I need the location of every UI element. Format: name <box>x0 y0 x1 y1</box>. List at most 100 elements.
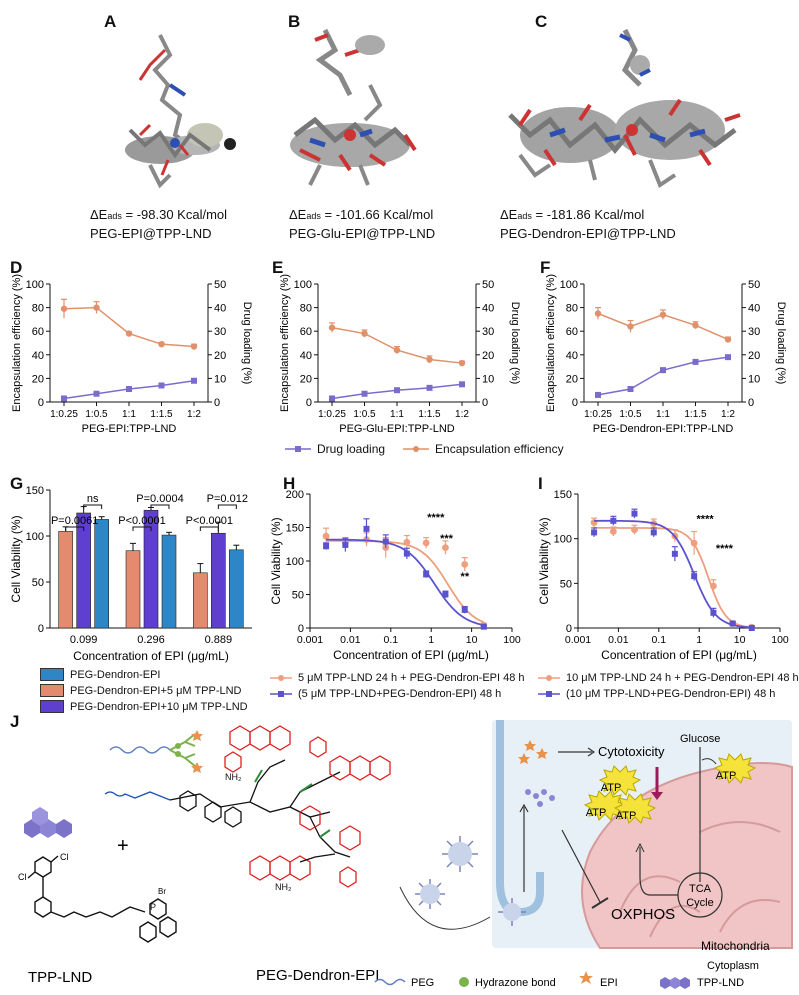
cytoplasm-label: Cytoplasm <box>707 960 759 972</box>
series-line <box>331 326 463 364</box>
energy-label-c: ΔEads = -181.86 Kcal/mol PEG-Dendron-EPI… <box>500 206 676 243</box>
nanoparticle-icon <box>442 836 478 872</box>
data-point <box>591 529 598 536</box>
y-tick-label: 0 <box>306 397 312 409</box>
h-legend-label: 5 μM TPP-LND 24 h + PEG-Dendron-EPI 48 h <box>298 672 525 684</box>
x-tick-label: 1:0.5 <box>353 409 376 420</box>
data-point <box>442 591 449 598</box>
atp-label: ATP <box>586 807 607 819</box>
compound-name: PEG-Dendron-EPI@TPP-LND <box>500 226 676 241</box>
data-point <box>158 382 165 389</box>
peg-dendron-epi-structure <box>104 725 391 888</box>
legend-peg: PEG <box>411 977 434 989</box>
i-legend-icon-2 <box>538 691 560 697</box>
data-point <box>93 390 100 397</box>
x-tick-label: 1:1.5 <box>684 409 707 420</box>
data-point <box>627 386 634 393</box>
fit-curve <box>326 538 484 626</box>
fit-curve <box>594 519 752 629</box>
oxphos-label: OXPHOS <box>611 906 675 923</box>
tca-label: TCA <box>689 883 712 895</box>
data-point <box>361 390 368 397</box>
y-tick-label: 0 <box>572 397 578 409</box>
peg-dendron-icon <box>109 730 203 773</box>
data-point <box>126 386 132 393</box>
cytotoxicity-label: Cytotoxicity <box>598 744 665 759</box>
energy-value: = -98.30 Kcal/mol <box>121 207 228 222</box>
nh2-label: NH₂ <box>225 772 242 782</box>
chart-d: 0 20 40 60 80 100 0 10 20 30 40 50 1:0.25 1:0.5 1:1 1:1… <box>11 274 253 435</box>
data-point <box>190 343 198 350</box>
y2-tick-label: 50 <box>482 279 494 291</box>
y2-tick-label: 40 <box>482 303 494 315</box>
nanoparticle-icon <box>498 898 526 926</box>
data-point <box>631 526 638 534</box>
x-tick-label: 0.099 <box>70 634 98 646</box>
y2-axis-label: Drug loading (%) <box>241 302 253 385</box>
i-legend-item: 10 μM TPP-LND 24 h + PEG-Dendron-EPI 48 … <box>538 672 799 684</box>
energy-label-b: ΔEads = -101.66 Kcal/mol PEG-Glu-EPI@TPP… <box>289 206 435 243</box>
x-tick-label: 0.001 <box>565 634 591 646</box>
x-tick-label: 1:2 <box>187 409 201 420</box>
x-tick-label: 1:2 <box>721 409 735 420</box>
x-tick-label: 1:1.5 <box>150 409 173 420</box>
uptake-arrow <box>399 886 491 930</box>
data-point <box>403 538 411 546</box>
y2-axis-label: Drug loading (%) <box>775 302 787 385</box>
energy-value: = -181.86 Kcal/mol <box>531 207 645 222</box>
x-tick-label: 1:2 <box>455 409 469 420</box>
chart-f: 0 20 40 60 80 100 0 10 20 30 40 50 1:0.25 1:0.5 1:1 1:1… <box>545 274 787 435</box>
data-point <box>609 528 617 535</box>
def-legend: Drug loading Encapsulation efficiency <box>285 442 564 456</box>
data-point <box>361 330 368 337</box>
y-tick-label: 200 <box>286 489 304 501</box>
y-tick-label: 20 <box>566 373 578 385</box>
data-point <box>692 322 699 329</box>
data-point <box>61 395 67 402</box>
data-point <box>594 310 602 317</box>
y2-tick-label: 10 <box>748 373 760 385</box>
x-tick-label: 1:1 <box>122 409 136 420</box>
significance-bracket <box>132 526 152 531</box>
data-point <box>442 544 449 551</box>
significance-bracket <box>199 526 219 531</box>
y-tick-label: 100 <box>554 534 572 546</box>
g-legend-swatch <box>40 700 64 713</box>
nanoparticle-icon <box>415 879 445 909</box>
significance-label: P<0.0001 <box>186 515 233 527</box>
energy-prefix: ΔE <box>90 207 108 222</box>
y2-tick-label: 20 <box>482 350 494 362</box>
significance-label: **** <box>697 514 715 526</box>
y-tick-label: 20 <box>32 373 44 385</box>
data-point <box>459 381 465 388</box>
y-tick-label: 0 <box>38 623 44 635</box>
g-legend-item: PEG-Dendron-EPI+10 μM TPP-LND <box>40 700 248 713</box>
i-legend-label: (10 μM TPP-LND+PEG-Dendron-EPI) 48 h <box>566 688 776 700</box>
legend-hydrazone: Hydrazone bond <box>475 977 556 989</box>
y2-tick-label: 40 <box>214 303 226 315</box>
data-point <box>692 358 699 365</box>
y2-tick-label: 30 <box>748 326 760 338</box>
data-point <box>60 305 68 312</box>
significance-label: **** <box>427 512 445 524</box>
x-axis-label: Concentration of EPI (μg/mL) <box>601 648 757 662</box>
h-legend-icon-1 <box>270 675 292 681</box>
plus-sign: + <box>117 835 129 857</box>
y-tick-label: 50 <box>292 590 304 602</box>
series-line <box>63 306 195 348</box>
panel-label-g: G <box>10 474 24 493</box>
data-point <box>426 356 433 363</box>
data-point <box>671 550 678 557</box>
panel-label-e: E <box>272 258 284 277</box>
x-tick-label: 1 <box>696 634 702 646</box>
x-axis-label: PEG-Dendron-EPI:TPP-LND <box>593 423 734 435</box>
y2-tick-label: 0 <box>748 397 754 409</box>
energy-sub: ads <box>107 211 122 221</box>
x-tick-label: 0.296 <box>137 634 165 646</box>
y2-tick-label: 50 <box>214 279 226 291</box>
data-point <box>393 346 401 354</box>
epi-legend-icon <box>579 971 593 984</box>
chart-i: 0 50 100 150 0.001 0.01 0.1 1 10 100 Concentration… <box>537 489 789 662</box>
panel-label-b: B <box>288 12 301 31</box>
data-point <box>328 324 336 331</box>
